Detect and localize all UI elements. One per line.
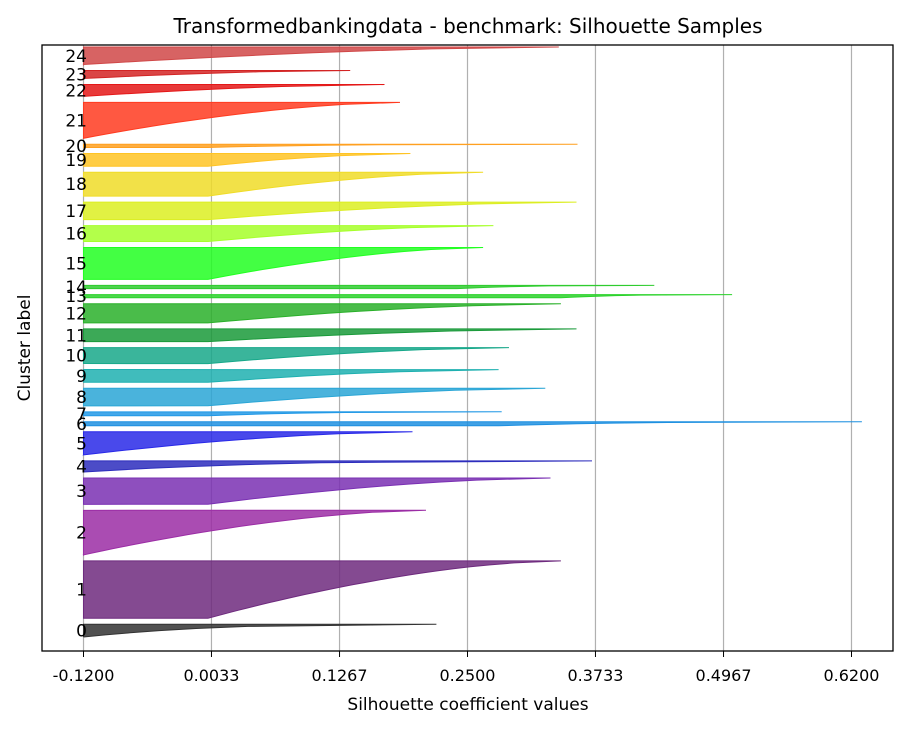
cluster-label-9: 9 xyxy=(76,367,87,387)
cluster-label-6: 6 xyxy=(76,415,87,435)
cluster-label-24: 24 xyxy=(65,47,87,67)
cluster-22-silhouette xyxy=(82,83,385,97)
cluster-1-silhouette xyxy=(83,560,561,619)
x-tick-label: 0.6200 xyxy=(823,666,879,685)
cluster-13-silhouette xyxy=(83,294,733,299)
cluster-7-silhouette xyxy=(83,411,502,417)
cluster-label-1: 1 xyxy=(76,581,87,601)
x-axis-ticks: -0.1200 0.0033 0.1267 0.2500 0.3733 0.4967 0.6… xyxy=(53,651,879,685)
cluster-6-silhouette xyxy=(83,421,862,427)
cluster-label-12: 12 xyxy=(65,304,87,324)
cluster-label-20: 20 xyxy=(65,137,87,157)
cluster-label-23: 23 xyxy=(65,66,87,86)
cluster-3-silhouette xyxy=(83,477,551,505)
cluster-10-silhouette xyxy=(83,347,510,365)
x-tick-label: 0.1267 xyxy=(312,666,368,685)
cluster-label-18: 18 xyxy=(65,175,87,195)
cluster-16-silhouette xyxy=(83,225,494,243)
cluster-8-silhouette xyxy=(83,387,546,407)
cluster-12-silhouette xyxy=(83,303,561,324)
cluster-4-silhouette xyxy=(82,460,593,473)
x-tick-label: 0.4967 xyxy=(696,666,752,685)
cluster-21-silhouette xyxy=(82,101,401,139)
x-tick-label: 0.2500 xyxy=(440,666,496,685)
cluster-5-silhouette xyxy=(82,431,413,456)
cluster-label-11: 11 xyxy=(65,326,87,346)
cluster-17-silhouette xyxy=(83,201,577,221)
cluster-label-4: 4 xyxy=(76,457,87,477)
cluster-label-15: 15 xyxy=(65,254,87,274)
cluster-9-silhouette xyxy=(83,369,499,383)
cluster-label-10: 10 xyxy=(65,347,87,367)
cluster-15-silhouette xyxy=(83,247,484,280)
x-tick-label: 0.0033 xyxy=(183,666,239,685)
cluster-11-silhouette xyxy=(83,328,577,343)
cluster-20-silhouette xyxy=(83,143,578,149)
cluster-label-22: 22 xyxy=(65,81,87,101)
cluster-23-silhouette xyxy=(82,70,351,80)
cluster-label-13: 13 xyxy=(65,287,87,307)
cluster-label-7: 7 xyxy=(76,405,87,425)
cluster-0-silhouette xyxy=(83,623,437,638)
cluster-label-16: 16 xyxy=(65,225,87,245)
cluster-24-silhouette xyxy=(82,46,559,67)
cluster-18-silhouette xyxy=(83,171,484,197)
cluster-label-3: 3 xyxy=(76,482,87,502)
x-axis-label: Silhouette coefficient values xyxy=(347,695,588,715)
cluster-label-2: 2 xyxy=(76,524,87,544)
plot-frame xyxy=(41,44,894,652)
cluster-label-19: 19 xyxy=(65,151,87,171)
cluster-label-21: 21 xyxy=(65,111,87,131)
cluster-label-17: 17 xyxy=(65,202,87,222)
x-tick-label: 0.3733 xyxy=(567,666,623,685)
cluster-14-silhouette xyxy=(83,284,655,290)
cluster-2-silhouette xyxy=(82,509,427,557)
chart-title: Transformedbankingdata - benchmark: Silh… xyxy=(172,14,762,38)
y-axis-label: Cluster label xyxy=(15,295,35,402)
cluster-label-0: 0 xyxy=(76,622,87,642)
cluster-label-8: 8 xyxy=(76,388,87,408)
cluster-label-5: 5 xyxy=(76,434,87,454)
x-tick-label: -0.1200 xyxy=(53,666,115,685)
cluster-label-14: 14 xyxy=(65,278,87,298)
cluster-19-silhouette xyxy=(83,152,411,167)
